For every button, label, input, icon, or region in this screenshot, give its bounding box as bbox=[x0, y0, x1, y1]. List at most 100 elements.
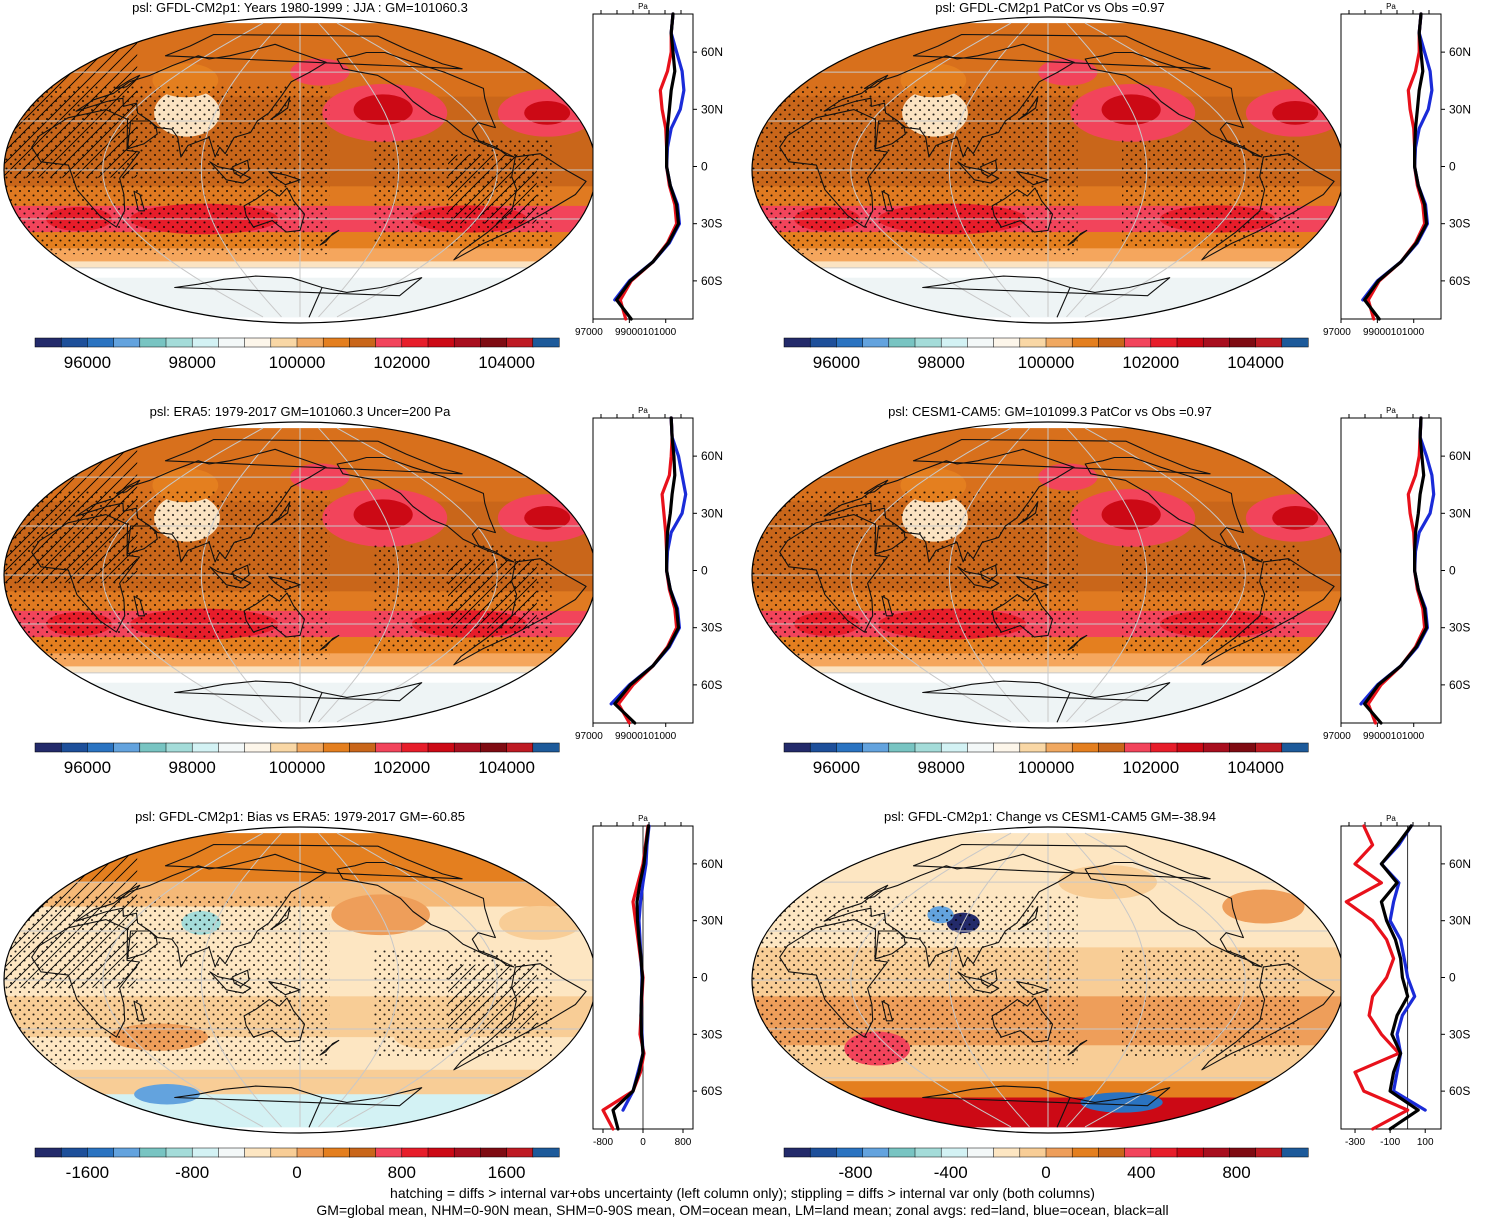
colorbar-tick-label: 800 bbox=[388, 1163, 416, 1182]
colorbar-swatch bbox=[1176, 337, 1204, 348]
colorbar-tick-label: -800 bbox=[175, 1163, 209, 1182]
colorbar-swatch bbox=[401, 337, 429, 348]
profile-y-label: 60N bbox=[701, 449, 723, 463]
coastline-japan bbox=[1018, 501, 1039, 525]
colorbar-tick-label: 0 bbox=[292, 1163, 301, 1182]
colorbar-swatch bbox=[940, 742, 968, 753]
colorbar-swatch bbox=[322, 337, 350, 348]
coastline-madagascar bbox=[881, 1000, 894, 1022]
colorbar-swatch bbox=[506, 1147, 534, 1158]
zonal-profile-5: Pa 60N 30N 0 30S 60S -800 0 800 bbox=[592, 814, 723, 1148]
profile-y-label: 60S bbox=[1449, 678, 1470, 692]
coastline-newGuinea bbox=[268, 576, 301, 591]
coastline-britain bbox=[116, 74, 141, 89]
colorbar-tick-label: -800 bbox=[838, 1163, 872, 1182]
colorbar-swatch bbox=[1019, 742, 1047, 753]
colorbar-tick-label: 102000 bbox=[373, 758, 430, 777]
colorbar-swatch bbox=[914, 337, 942, 348]
colorbar-tick-label: 100000 bbox=[269, 353, 326, 372]
colorbar-swatch bbox=[532, 1147, 560, 1158]
coastline-newZealand bbox=[319, 634, 340, 651]
profile-x-label: 97000 bbox=[575, 731, 603, 742]
colorbar-swatch bbox=[296, 742, 324, 753]
colorbar-swatch bbox=[993, 742, 1021, 753]
coastline-southAmerica bbox=[453, 963, 587, 1071]
colorbar-tick-label: 1600 bbox=[488, 1163, 526, 1182]
colorbar-swatch bbox=[1281, 1147, 1309, 1158]
colorbar-swatch bbox=[1045, 1147, 1073, 1158]
colorbar-swatch bbox=[139, 337, 167, 348]
profile-line-all bbox=[1363, 416, 1429, 725]
colorbar-tick-label: 96000 bbox=[813, 758, 860, 777]
coastline-southAmerica bbox=[1201, 963, 1335, 1071]
colorbar-swatch bbox=[940, 1147, 968, 1158]
coastline-antarctica bbox=[174, 680, 423, 723]
coastline-indonesia bbox=[957, 161, 1000, 184]
colorbar-swatch bbox=[783, 1147, 811, 1158]
map-4 bbox=[751, 421, 1345, 729]
colorbar-swatch bbox=[967, 1147, 995, 1158]
colorbar-tick-label: 400 bbox=[1127, 1163, 1155, 1182]
colorbar-swatch bbox=[218, 742, 246, 753]
colorbar-swatch bbox=[375, 742, 403, 753]
colorbar-swatch bbox=[1229, 1147, 1257, 1158]
profile-x-label: 97000 bbox=[1323, 731, 1351, 742]
coastline-africa bbox=[779, 919, 889, 1038]
hatch-region bbox=[448, 154, 537, 224]
hatch-region bbox=[448, 559, 537, 629]
colorbar-swatch bbox=[427, 337, 455, 348]
colorbar-swatch bbox=[1202, 742, 1230, 753]
profile-y-label: 30N bbox=[701, 506, 723, 520]
colorbar-swatch bbox=[427, 1147, 455, 1158]
colorbar-5: -1600 -800 0 800 1600 bbox=[34, 1147, 560, 1182]
coastline-australia bbox=[243, 997, 306, 1043]
profile-unit-label: Pa bbox=[1386, 406, 1396, 415]
colorbar-swatch bbox=[87, 742, 115, 753]
colorbar-swatch bbox=[1019, 337, 1047, 348]
profile-x-label: -100 bbox=[1380, 1137, 1400, 1148]
colorbar-swatch bbox=[967, 742, 995, 753]
colorbar-swatch bbox=[888, 1147, 916, 1158]
colorbar-swatch bbox=[1281, 742, 1309, 753]
colorbar-swatch bbox=[453, 1147, 481, 1158]
profile-line-all bbox=[1363, 12, 1429, 321]
colorbar-swatch bbox=[165, 1147, 193, 1158]
colorbar-swatch bbox=[1071, 1147, 1099, 1158]
stipple-region bbox=[1122, 949, 1300, 1057]
coastline-africa bbox=[31, 109, 141, 228]
colorbar-swatch bbox=[1045, 742, 1073, 753]
colorbar-tick-label: 104000 bbox=[1227, 353, 1284, 372]
graticule-meridian bbox=[1084, 22, 1246, 318]
field-blob bbox=[524, 100, 571, 125]
graticule-meridian bbox=[948, 832, 1030, 1128]
coastline-northAmerica bbox=[1084, 456, 1263, 563]
coastline-antarctica bbox=[922, 680, 1171, 723]
colorbar-swatch bbox=[60, 337, 88, 348]
profile-x-label: -300 bbox=[1345, 1137, 1365, 1148]
colorbar-swatch bbox=[1202, 1147, 1230, 1158]
colorbar-swatch bbox=[862, 1147, 890, 1158]
colorbar-swatch bbox=[1071, 742, 1099, 753]
colorbar-swatch bbox=[1098, 337, 1126, 348]
coastline-arabia bbox=[874, 120, 906, 150]
colorbar-swatch bbox=[1255, 1147, 1283, 1158]
map-field bbox=[752, 427, 1344, 723]
graticule-meridian bbox=[102, 832, 264, 1128]
profile-x-label: 99000101000 bbox=[1363, 731, 1425, 742]
profile-y-label: 0 bbox=[701, 160, 708, 174]
colorbar-swatch bbox=[862, 742, 890, 753]
map-field bbox=[752, 22, 1344, 318]
profile-y-label: 0 bbox=[701, 564, 708, 578]
coastline-australia bbox=[991, 997, 1054, 1043]
panel-1: Pa 60N 30N 0 30S 60S 97000 99000101000 96000 9800… bbox=[3, 2, 723, 372]
coastline-africa bbox=[779, 109, 889, 228]
colorbar-swatch bbox=[296, 1147, 324, 1158]
graticule-meridian bbox=[850, 427, 1012, 723]
profile-y-label: 0 bbox=[1449, 564, 1456, 578]
graticule-meridian bbox=[336, 22, 498, 318]
colorbar-swatch bbox=[427, 742, 455, 753]
coastline-northAmerica bbox=[336, 456, 515, 563]
colorbar-swatch bbox=[836, 337, 864, 348]
field-blob bbox=[1222, 889, 1305, 924]
colorbar-tick-label: 100000 bbox=[1018, 758, 1075, 777]
